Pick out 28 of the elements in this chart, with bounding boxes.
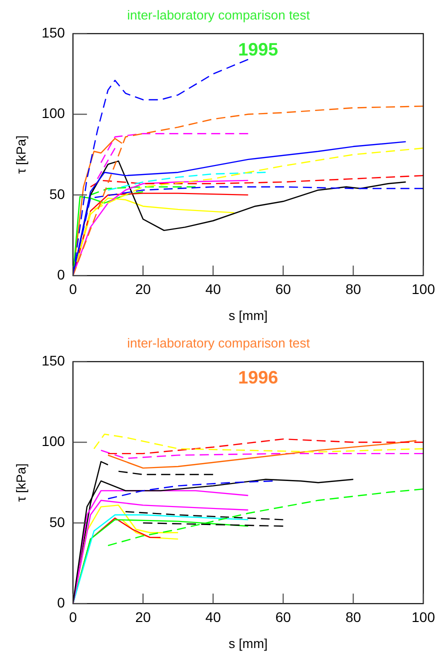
y-tick-label: 100 [42, 433, 66, 450]
chart-title: inter-laboratory comparison test [127, 335, 310, 350]
y-tick-label: 50 [49, 514, 66, 530]
y-tick-label: 150 [42, 24, 66, 40]
x-axis-title: s [mm] [228, 308, 268, 323]
x-tick-label: 0 [69, 280, 78, 297]
x-tick-label: 100 [412, 608, 436, 625]
annotation: 1995 [238, 40, 278, 60]
annotation: 1996 [238, 368, 278, 388]
x-tick-label: 60 [275, 608, 292, 625]
x-tick-label: 80 [345, 608, 362, 625]
y-axis-title: τ [kPa] [13, 463, 28, 502]
y-tick-label: 100 [42, 105, 66, 122]
y-tick-label: 0 [57, 594, 66, 610]
y-tick-label: 150 [42, 352, 66, 368]
x-tick-label: 20 [135, 280, 152, 297]
chart-title: inter-laboratory comparison test [127, 7, 310, 22]
x-tick-label: 0 [69, 608, 78, 625]
x-axis-title: s [mm] [228, 636, 268, 651]
x-tick-label: 80 [345, 280, 362, 297]
y-axis-title: τ [kPa] [13, 135, 28, 174]
x-tick-label: 40 [205, 280, 222, 297]
x-tick-label: 20 [135, 608, 152, 625]
x-tick-label: 40 [205, 608, 222, 625]
y-tick-label: 50 [49, 186, 66, 202]
y-tick-label: 0 [57, 266, 66, 282]
x-tick-label: 100 [412, 280, 436, 297]
x-tick-label: 60 [275, 280, 292, 297]
